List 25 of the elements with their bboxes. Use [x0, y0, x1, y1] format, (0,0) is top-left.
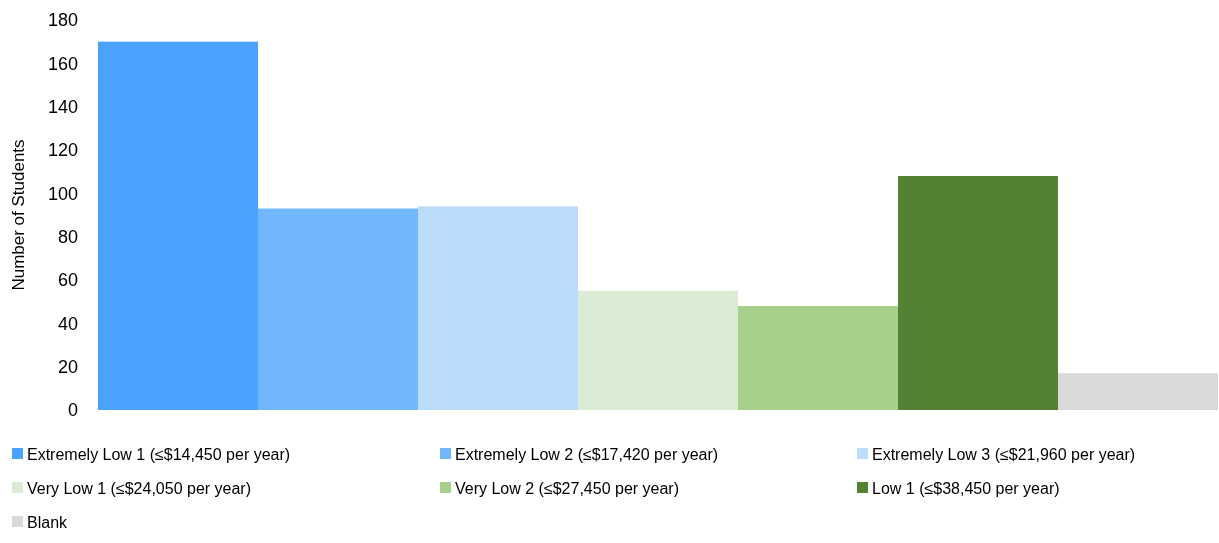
y-axis-title: Number of Students	[9, 139, 28, 291]
y-tick-label: 120	[47, 140, 78, 161]
y-tick-label: 20	[57, 356, 78, 377]
y-tick-label: 0	[67, 400, 78, 421]
bar	[98, 41, 258, 410]
bar	[258, 208, 418, 410]
y-tick-label: 80	[57, 226, 78, 247]
y-tick-label: 100	[47, 183, 78, 204]
legend-label: Blank	[27, 513, 69, 531]
y-tick-label: 40	[57, 313, 78, 334]
bar	[1058, 373, 1218, 410]
legend-label: Extremely Low 2 (≤$17,420 per year)	[455, 445, 719, 463]
bar	[738, 306, 898, 410]
y-tick-label: 60	[57, 270, 78, 291]
legend-label: Very Low 2 (≤$27,450 per year)	[455, 479, 680, 497]
bar	[578, 290, 738, 410]
y-tick-label: 140	[47, 96, 78, 117]
bar	[418, 206, 578, 410]
legend-label: Extremely Low 1 (≤$14,450 per year)	[27, 445, 291, 463]
legend-label: Very Low 1 (≤$24,050 per year)	[27, 479, 252, 497]
legend-label: Low 1 (≤$38,450 per year)	[872, 479, 1060, 497]
y-tick-label: 180	[47, 10, 78, 31]
y-tick-label: 160	[47, 53, 78, 74]
bar	[898, 176, 1058, 410]
legend-label: Extremely Low 3 (≤$21,960 per year)	[872, 445, 1136, 463]
